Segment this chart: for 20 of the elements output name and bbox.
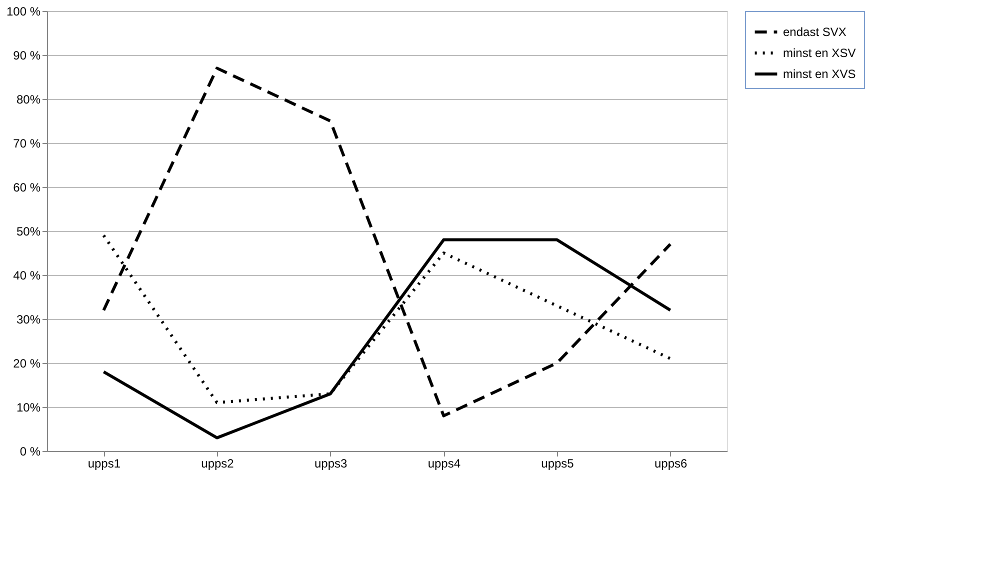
x-tick-label: upps6 [654, 456, 688, 470]
y-tick-label: 50% [16, 224, 41, 238]
x-tick-label: upps5 [541, 456, 574, 470]
y-tick-label: 10% [16, 400, 41, 414]
y-tick-label: 100 % [6, 4, 41, 18]
x-tick-label: upps1 [88, 456, 121, 470]
x-tick-label: upps3 [314, 456, 348, 470]
y-tick-label: 80% [16, 92, 41, 106]
y-tick-label: 60 % [13, 180, 41, 194]
y-tick-label: 40 % [13, 268, 41, 282]
y-tick-label: 90 % [13, 48, 41, 62]
x-tick-label: upps4 [428, 456, 461, 470]
x-tick-label: upps2 [201, 456, 234, 470]
legend-label: minst en XVS [783, 67, 856, 81]
y-tick-label: 20 % [13, 356, 41, 370]
legend-label: endast SVX [783, 25, 846, 39]
y-tick-label: 30% [16, 312, 41, 326]
y-tick-label: 70 % [13, 136, 41, 150]
y-tick-label: 0 % [20, 444, 41, 458]
legend-label: minst en XSV [783, 46, 856, 60]
